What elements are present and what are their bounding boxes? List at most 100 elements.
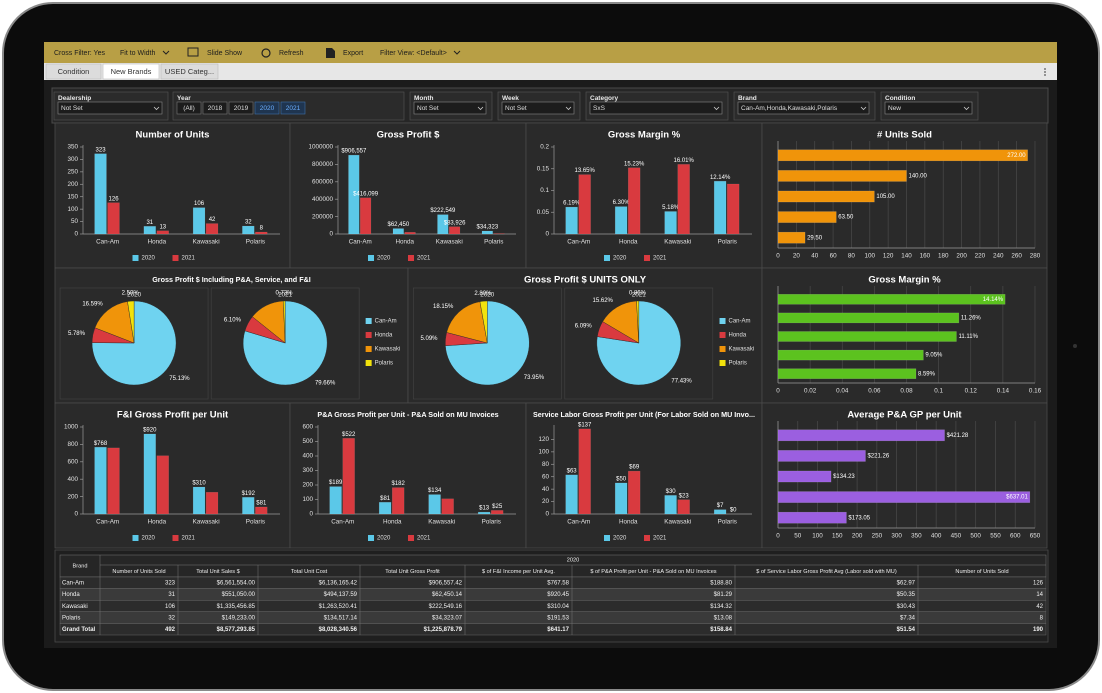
filter-dropdown[interactable]	[413, 101, 487, 115]
value-label: $83,926	[444, 220, 466, 226]
y-tick-label: 400000	[312, 196, 334, 203]
x-tick-label: Polaris	[484, 239, 503, 246]
slice-label: 5.78%	[68, 331, 86, 337]
year-option[interactable]	[254, 101, 280, 115]
toolbar-button[interactable]: Export	[343, 50, 363, 57]
year-option-label: 2021	[286, 105, 301, 112]
value-label: $23	[679, 493, 690, 499]
table-cell: Grand Total	[62, 627, 96, 633]
pie-slice	[636, 300, 640, 344]
filter-dropdown[interactable]	[884, 101, 973, 115]
filter-label: Month	[414, 95, 434, 102]
y-tick-label: 0	[545, 231, 549, 238]
y-tick-label: 0	[74, 231, 78, 238]
value-label: $30	[666, 489, 677, 495]
year-option-label: 2018	[208, 105, 223, 112]
column-header: Brand	[73, 563, 88, 569]
y-tick-label: 200	[302, 482, 313, 489]
bar	[565, 206, 578, 235]
dropdown-arrow	[477, 106, 484, 111]
x-tick-label: Can-Am	[349, 239, 372, 246]
table-cell: $62,450.14	[432, 592, 463, 598]
pie-frame	[412, 287, 562, 400]
table-cell: $134,517.14	[324, 615, 358, 621]
bar	[348, 154, 360, 235]
legend-swatch	[644, 535, 650, 541]
value-label: $50	[616, 477, 627, 483]
bar	[143, 226, 156, 235]
x-tick-label: 50	[794, 533, 802, 540]
tab[interactable]	[45, 63, 102, 80]
year-option[interactable]	[176, 101, 202, 115]
table-cell: $30.43	[897, 604, 916, 610]
value-label: $192	[242, 491, 256, 497]
slice-label: 6.09%	[575, 324, 593, 330]
tab[interactable]	[102, 63, 160, 80]
year-option[interactable]	[228, 101, 254, 115]
value-label: $222,549	[430, 208, 456, 214]
legend-label: 2021	[417, 256, 431, 262]
table-group-header: 2020	[567, 557, 579, 563]
toolbar-button[interactable]: Fit to Width	[120, 50, 156, 57]
toolbar-button[interactable]: Refresh	[279, 50, 304, 57]
filter-label: Dealership	[58, 95, 91, 102]
x-tick-label: 100	[812, 533, 823, 540]
toolbar-button[interactable]: Filter View: <Default>	[380, 50, 447, 57]
x-tick-label: Honda	[395, 239, 414, 246]
x-tick-label: Polaris	[718, 239, 737, 246]
bar	[156, 230, 169, 235]
slice-label: 2.50%	[122, 291, 140, 297]
x-tick-label: 20	[793, 253, 801, 260]
toolbar-button[interactable]: Cross Filter: Yes	[54, 50, 105, 57]
bar	[777, 294, 1006, 305]
x-tick-label: Kawasaki	[664, 239, 691, 246]
camera	[1073, 344, 1077, 348]
filter-dropdown[interactable]	[57, 101, 163, 115]
x-tick-label: 550	[990, 533, 1001, 540]
filter-dropdown[interactable]	[501, 101, 575, 115]
value-label: $416,099	[353, 191, 379, 197]
column-header: $ of Service Labor Gross Profit Avg (Lab…	[756, 569, 897, 575]
table-cell: Polaris	[62, 615, 80, 621]
y-tick-label: 600	[302, 424, 313, 431]
table-cell: $8,577,293.85	[217, 627, 256, 633]
value-label: 12.14%	[710, 175, 731, 181]
year-option[interactable]	[202, 101, 228, 115]
toolbar-button[interactable]: Slide Show	[207, 50, 243, 57]
table-cell: $34,323.07	[432, 615, 463, 621]
value-label: 11.26%	[961, 315, 982, 321]
table-cell: $494,137.59	[324, 592, 358, 598]
bar	[342, 438, 355, 515]
table-cell: $191.53	[547, 615, 569, 621]
bar	[614, 206, 628, 235]
legend-swatch	[365, 360, 372, 366]
slice-label: 73.95%	[524, 375, 545, 381]
pie-slice	[479, 300, 488, 344]
dropdown-arrow	[860, 106, 867, 111]
slice-label: 5.09%	[421, 336, 439, 342]
tab[interactable]	[160, 63, 219, 80]
filter-dropdown[interactable]	[589, 101, 723, 115]
bar	[677, 164, 690, 235]
value-label: 8.59%	[918, 371, 936, 377]
legend-swatch	[719, 346, 726, 352]
legend-swatch	[719, 318, 726, 324]
filter-dropdown[interactable]	[737, 101, 870, 115]
x-tick-label: 0.1	[934, 388, 943, 395]
menu-dot	[1044, 74, 1046, 76]
pie-slice	[446, 301, 488, 344]
value-label: 42	[209, 217, 216, 223]
legend-label: Polaris	[729, 361, 747, 367]
bar	[578, 174, 591, 235]
legend-label: 2021	[182, 256, 196, 262]
bar	[242, 225, 255, 235]
pie-slice	[94, 301, 135, 344]
x-tick-label: Can-Am	[567, 239, 590, 246]
y-tick-label: 400	[67, 476, 78, 483]
pie-frame	[210, 287, 360, 400]
value-label: 105.00	[876, 194, 895, 200]
chart-title: P&A Gross Profit per Unit - P&A Sold on …	[317, 410, 498, 419]
legend-swatch	[365, 346, 372, 352]
year-option[interactable]	[280, 101, 306, 115]
